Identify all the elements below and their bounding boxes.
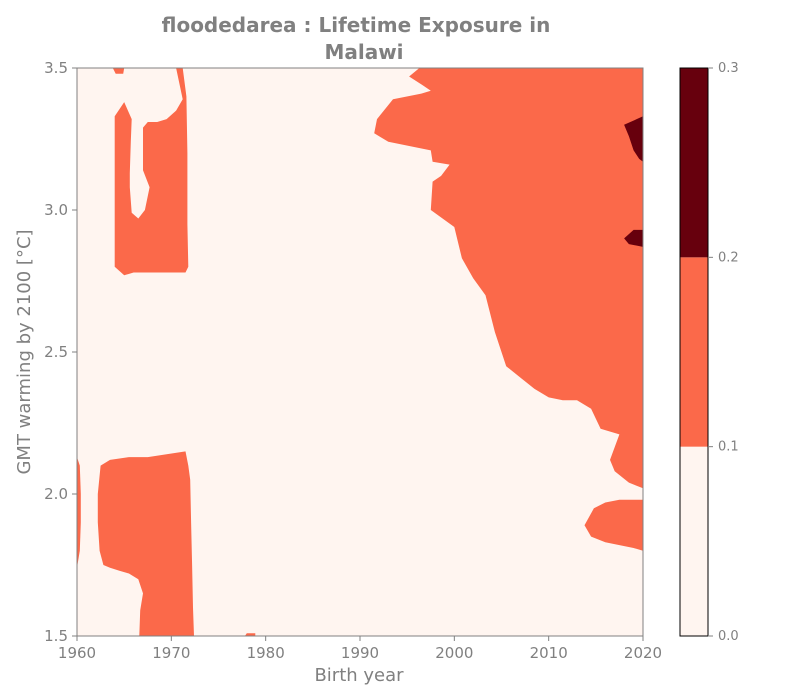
- colorbar-tick-label: 0.3: [718, 61, 739, 76]
- chart-title-line-2: Malawi: [324, 40, 403, 64]
- colorbar-tick-label: 0.1: [718, 440, 739, 455]
- region-top-right: [374, 68, 643, 489]
- region-dark-1: [624, 116, 643, 162]
- chart-title-line-1: floodedarea : Lifetime Exposure in: [162, 13, 551, 37]
- region-top-left: [114, 68, 189, 276]
- colorbar-frame: [679, 67, 709, 637]
- x-tick-label: 1980: [247, 644, 285, 662]
- region-bottom-mid: [244, 633, 256, 636]
- x-tick-label: 1990: [341, 644, 379, 662]
- x-tick-label: 1960: [58, 644, 96, 662]
- colorbar-segment: [680, 257, 708, 447]
- colorbar-tick-label: 0.0: [718, 629, 739, 644]
- y-axis-label: GMT warming by 2100 [°C]: [14, 229, 35, 474]
- x-axis: 1960 1970 1980 1990 2000 2010 2020: [58, 636, 662, 662]
- x-tick-label: 2020: [624, 644, 662, 662]
- colorbar: 0.0 0.1 0.2 0.3: [679, 61, 739, 644]
- x-tick-label: 2000: [435, 644, 473, 662]
- y-axis: 1.5 2.0 2.5 3.0 3.5: [44, 59, 77, 645]
- region-dark-2: [624, 229, 643, 247]
- colorbar-segment: [680, 446, 708, 636]
- y-tick-label: 3.0: [44, 201, 68, 219]
- x-tick-label: 2010: [530, 644, 568, 662]
- x-tick-label: 1970: [152, 644, 190, 662]
- contour-regions: [77, 68, 643, 636]
- y-tick-label: 2.0: [44, 485, 68, 503]
- region-bottom-right: [584, 499, 643, 551]
- y-tick-label: 1.5: [44, 627, 68, 645]
- region-left-edge: [77, 457, 81, 568]
- region-bottom-left: [97, 451, 194, 636]
- colorbar-segment: [680, 68, 708, 258]
- colorbar-tick-label: 0.2: [718, 250, 739, 265]
- x-axis-label: Birth year: [314, 665, 404, 686]
- region-top-left-strip: [112, 68, 125, 74]
- y-tick-label: 3.5: [44, 59, 68, 77]
- y-tick-label: 2.5: [44, 343, 68, 361]
